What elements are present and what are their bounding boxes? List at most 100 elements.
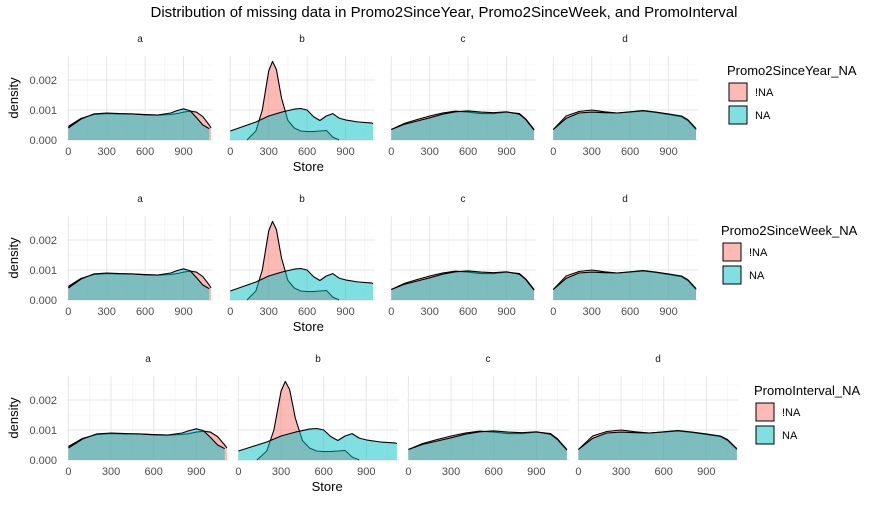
density-line-na xyxy=(391,270,535,291)
x-tick-label: 0 xyxy=(388,146,394,158)
x-tick-label: 900 xyxy=(497,306,515,318)
y-tick-label: 0.000 xyxy=(29,295,57,307)
density-area-na xyxy=(391,110,535,140)
x-tick-label: 0 xyxy=(227,146,233,158)
legend: Promo2SinceYear_NA !NA NA xyxy=(727,63,857,125)
y-tick-label: 0.002 xyxy=(29,235,57,247)
facet-strip-label: d xyxy=(622,194,628,205)
density-line-na xyxy=(408,430,568,451)
facet-strip-label: b xyxy=(315,354,321,365)
facet-row-2: density 0.000 0.001 0.002 a 0 300 600 900 b 0 300 60… xyxy=(6,194,858,334)
legend-label: NA xyxy=(755,110,771,122)
legend-label: !NA xyxy=(782,407,801,419)
legend-title: PromoInterval_NA xyxy=(754,383,861,398)
x-tick-label: 300 xyxy=(583,146,601,158)
panel-b: b 0 300 600 900 xyxy=(227,194,375,318)
density-area-na xyxy=(408,430,567,460)
x-tick-label: 0 xyxy=(65,146,71,158)
legend-key-not-na xyxy=(728,82,748,102)
x-tick-label: 900 xyxy=(357,466,375,478)
x-tick-label: 900 xyxy=(174,146,192,158)
density-area-na xyxy=(578,430,737,460)
density-line-na xyxy=(230,267,374,292)
x-tick-label: 900 xyxy=(659,306,677,318)
facet-row-1: density 0.000 0.001 0.002 a 0 300 600 900 b 0 300 60… xyxy=(6,34,857,174)
x-tick-label: 0 xyxy=(575,466,581,478)
x-tick-label: 900 xyxy=(527,466,545,478)
x-axis-label: Store xyxy=(293,319,324,334)
x-tick-label: 0 xyxy=(550,146,556,158)
density-line-na xyxy=(552,270,697,290)
panel-c: c 0 300 600 900 xyxy=(388,34,536,158)
legend-key-not-na xyxy=(722,242,742,262)
x-tick-label: 900 xyxy=(336,146,354,158)
y-tick-label: 0.002 xyxy=(29,395,57,407)
x-tick-label: 600 xyxy=(459,146,477,158)
x-tick-label: 900 xyxy=(174,306,192,318)
density-area-na xyxy=(391,270,535,300)
density-line-na xyxy=(578,430,738,450)
density-area-na xyxy=(553,270,697,300)
x-tick-label: 600 xyxy=(145,466,163,478)
x-tick-label: 600 xyxy=(298,146,316,158)
x-tick-label: 300 xyxy=(260,306,278,318)
y-tick-label: 0.000 xyxy=(29,455,57,467)
y-axis-label: density xyxy=(6,237,21,279)
panel-c: c 0 300 600 900 xyxy=(405,354,569,478)
x-tick-label: 600 xyxy=(655,466,673,478)
density-line-na xyxy=(552,110,697,130)
legend-label: NA xyxy=(749,270,765,282)
y-tick-label: 0.001 xyxy=(29,265,57,277)
panel-b: b 0 300 600 900 xyxy=(235,354,399,478)
facet-strip-label: c xyxy=(461,194,466,205)
y-tick-label: 0.001 xyxy=(29,105,57,117)
facet-strip-label: c xyxy=(461,34,466,45)
x-tick-label: 300 xyxy=(102,466,120,478)
x-tick-label: 0 xyxy=(65,466,71,478)
density-area-na xyxy=(68,268,210,300)
density-line-na xyxy=(68,428,225,450)
legend-title: Promo2SinceWeek_NA xyxy=(721,223,858,238)
x-tick-label: 300 xyxy=(98,306,116,318)
x-tick-label: 0 xyxy=(65,306,71,318)
legend: PromoInterval_NA !NA NA xyxy=(754,383,861,445)
panel-b: b 0 300 600 900 xyxy=(227,34,375,158)
x-tick-label: 900 xyxy=(659,146,677,158)
x-tick-label: 300 xyxy=(442,466,460,478)
y-tick-label: 0.001 xyxy=(29,425,57,437)
panel-c: c 0 300 600 900 xyxy=(388,194,536,318)
y-axis-label: density xyxy=(6,397,21,439)
facet-strip-label: a xyxy=(145,354,151,365)
x-tick-label: 600 xyxy=(485,466,503,478)
x-tick-label: 300 xyxy=(583,306,601,318)
legend-key-na xyxy=(722,265,742,285)
x-tick-label: 300 xyxy=(98,146,116,158)
legend: Promo2SinceWeek_NA !NA NA xyxy=(721,223,858,285)
panel-d: d 0 300 600 900 xyxy=(575,354,739,478)
x-tick-label: 600 xyxy=(621,306,639,318)
legend-key-na xyxy=(728,105,748,125)
x-tick-label: 0 xyxy=(235,466,241,478)
x-tick-label: 600 xyxy=(298,306,316,318)
density-area-na xyxy=(230,108,374,140)
x-tick-label: 900 xyxy=(697,466,715,478)
density-line-na xyxy=(67,108,210,130)
x-tick-label: 300 xyxy=(612,466,630,478)
density-line-na xyxy=(238,427,398,452)
facet-strip-label: c xyxy=(486,354,491,365)
x-tick-label: 600 xyxy=(459,306,477,318)
panel-a: a 0 300 600 900 xyxy=(65,34,213,158)
density-area-na xyxy=(230,268,374,300)
x-tick-label: 600 xyxy=(136,146,154,158)
facet-strip-label: d xyxy=(655,354,661,365)
legend-label: !NA xyxy=(755,87,774,99)
density-area-na xyxy=(68,428,225,460)
panel-a: a 0 300 600 900 xyxy=(65,194,213,318)
x-tick-label: 900 xyxy=(336,306,354,318)
density-line-na xyxy=(67,268,210,290)
x-tick-label: 900 xyxy=(187,466,205,478)
facet-strip-label: b xyxy=(299,194,305,205)
x-axis-label: Store xyxy=(312,479,343,494)
x-tick-label: 0 xyxy=(405,466,411,478)
